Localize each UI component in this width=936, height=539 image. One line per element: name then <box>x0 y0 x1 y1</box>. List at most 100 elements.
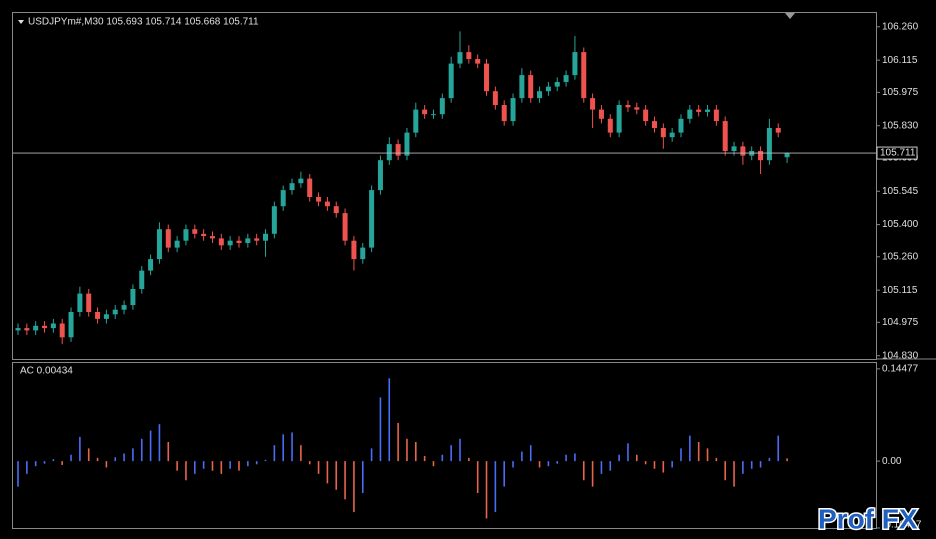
ac-bar <box>176 461 178 471</box>
candle-body <box>404 132 410 156</box>
candle-body <box>598 109 604 119</box>
ac-bar <box>149 430 152 462</box>
ac-bar <box>476 461 479 493</box>
indicator-panel <box>12 362 877 529</box>
ac-bar <box>724 461 726 481</box>
ac-bar <box>459 438 461 462</box>
ac-bar <box>547 461 550 467</box>
ac-bar <box>397 422 399 462</box>
ac-bar <box>61 461 63 465</box>
ac-bar <box>706 448 709 462</box>
candle-body <box>625 105 631 108</box>
ac-bar <box>43 461 46 464</box>
candle-body <box>130 289 136 306</box>
candle-body <box>740 146 746 156</box>
candle-body <box>528 75 534 99</box>
candle-body <box>209 236 215 239</box>
menu-arrow[interactable] <box>18 20 24 24</box>
candle-body <box>236 240 242 243</box>
y-tick-label: 106.115 <box>882 55 918 66</box>
ac-bar <box>777 435 780 462</box>
candle-body <box>758 151 764 161</box>
candle-body <box>519 75 525 99</box>
y-tick-label: 105.545 <box>882 186 919 197</box>
ac-bar <box>441 454 444 462</box>
candle-body <box>227 240 233 246</box>
candle-body <box>245 238 251 243</box>
candle-body <box>298 178 304 184</box>
y-tick-label: 106.260 <box>882 21 919 32</box>
candle-body <box>545 86 551 92</box>
ac-bar <box>742 461 744 474</box>
candle-body <box>351 240 357 260</box>
ac-bar <box>574 453 576 462</box>
y-tick-label: -0.10497 <box>882 520 922 531</box>
ac-bar <box>370 448 373 462</box>
ac-bar <box>255 461 258 465</box>
candle-body <box>616 105 622 133</box>
ac-bar <box>512 461 514 468</box>
ac-bar <box>750 461 753 469</box>
candle-body <box>501 105 507 122</box>
candle-body <box>280 190 286 207</box>
candle-body <box>457 52 463 64</box>
candle-body <box>68 312 74 338</box>
ac-bar <box>87 448 90 462</box>
candle-body <box>439 98 445 115</box>
symbol-title: USDJPYm#,M30 105.693 105.714 105.668 105… <box>28 17 259 28</box>
ac-bar <box>167 442 170 462</box>
ac-bar <box>344 461 346 500</box>
candle-body <box>307 178 313 197</box>
ac-bar <box>715 457 718 462</box>
candle-body <box>492 91 498 105</box>
candle-body <box>386 144 392 161</box>
ac-bar <box>70 454 72 462</box>
candle-body <box>201 233 207 237</box>
candle-body <box>581 52 587 99</box>
ac-bar <box>644 461 647 465</box>
candle-body <box>572 52 578 76</box>
ac-bar <box>282 434 284 462</box>
candle-body <box>722 121 728 151</box>
ac-bar <box>308 461 311 465</box>
logo: Prof FX <box>818 503 918 534</box>
candle-body <box>263 233 269 241</box>
candle-body <box>33 325 39 331</box>
candle-body <box>156 229 162 260</box>
ac-bar <box>264 459 267 462</box>
ac-bar <box>556 461 559 464</box>
candle-body <box>643 109 649 122</box>
candle-body <box>784 153 790 158</box>
candle-body <box>254 238 260 241</box>
candle-body <box>713 109 719 122</box>
ac-bar <box>123 453 125 462</box>
candle-body <box>369 190 375 248</box>
ac-bar <box>494 461 497 513</box>
y-tick-label: 105.260 <box>882 251 919 262</box>
ac-bar <box>733 461 735 487</box>
y-tick-label: 0.14477 <box>882 364 919 375</box>
candle-body <box>678 118 684 133</box>
ac-bar <box>238 461 240 471</box>
y-tick-label: 105.400 <box>882 219 919 230</box>
ac-bar <box>247 461 249 467</box>
candle-body <box>466 52 472 59</box>
ac-bar <box>326 461 329 484</box>
y-tick-label: 0.00 <box>882 456 902 467</box>
ac-bar <box>503 461 505 487</box>
ac-bar <box>415 442 417 462</box>
candle-body <box>634 107 640 110</box>
candle-body <box>554 82 560 87</box>
candle-body <box>174 240 180 248</box>
candle-body <box>651 121 657 128</box>
ac-bar <box>26 461 28 474</box>
ac-bar <box>600 461 603 474</box>
candle-body <box>448 63 454 99</box>
candle-body <box>395 144 401 156</box>
ac-bar <box>34 461 37 467</box>
ac-bar <box>96 457 99 462</box>
ac-bar <box>229 461 231 469</box>
candle-body <box>377 160 383 191</box>
ac-bar <box>52 459 55 462</box>
ac-bar <box>450 445 452 462</box>
